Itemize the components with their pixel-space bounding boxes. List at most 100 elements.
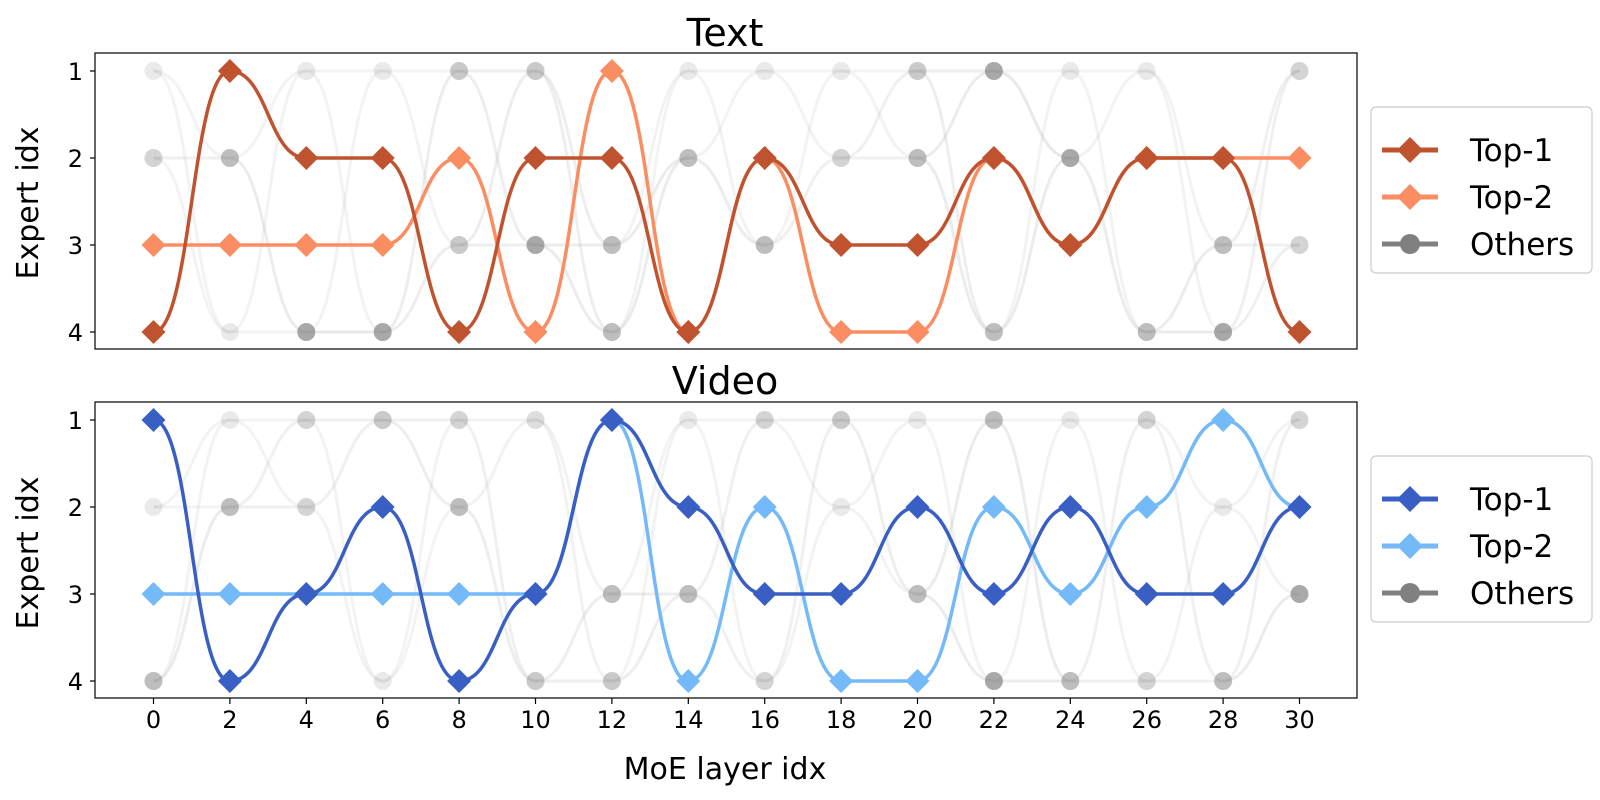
legend-marker-others xyxy=(1400,583,1420,603)
others-line xyxy=(840,418,918,509)
top1-point xyxy=(294,582,319,606)
y-tick-label: 2 xyxy=(68,145,83,173)
others-line xyxy=(917,592,995,683)
others-point xyxy=(526,672,545,690)
top2-point xyxy=(370,582,395,606)
others-point xyxy=(297,323,316,341)
others-line xyxy=(1070,69,1147,160)
top2-point xyxy=(294,233,319,257)
x-tick-label: 28 xyxy=(1208,706,1239,734)
others-point xyxy=(832,411,851,429)
others-line xyxy=(688,592,765,683)
y-tick-label: 1 xyxy=(68,407,83,435)
top2-point xyxy=(1134,495,1159,519)
x-tick-label: 6 xyxy=(375,706,390,734)
others-point xyxy=(755,236,774,254)
x-tick-label: 22 xyxy=(979,706,1010,734)
others-point xyxy=(526,62,545,80)
panel-text: Text Expert idx Top-1 Top-2 Others 1 2 3 4 xyxy=(11,11,1593,350)
y-ticks: 1 2 3 4 xyxy=(68,58,95,347)
others-line xyxy=(1222,592,1300,683)
others-line xyxy=(153,418,231,509)
others-line xyxy=(382,243,460,334)
x-axis-label: MoE layer idx xyxy=(624,752,827,787)
others-point xyxy=(450,236,469,254)
top1-point xyxy=(676,320,701,344)
top1-point xyxy=(1058,233,1083,257)
others-line xyxy=(1222,69,1300,334)
others-line xyxy=(764,69,842,247)
others-point xyxy=(220,149,239,167)
top2-point xyxy=(1211,408,1236,432)
others-line xyxy=(611,69,689,247)
others-point xyxy=(984,672,1003,690)
top2-point xyxy=(1287,146,1312,170)
y-tick-label: 1 xyxy=(68,58,83,86)
others-point xyxy=(1137,672,1156,690)
x-tick-label: 24 xyxy=(1055,706,1086,734)
x-tick-label: 0 xyxy=(146,706,161,734)
legend-marker-top2 xyxy=(1397,184,1423,210)
others-point xyxy=(144,149,163,167)
others-point xyxy=(602,323,621,341)
others-point xyxy=(450,411,469,429)
others-point xyxy=(1214,323,1233,341)
others-point xyxy=(679,149,698,167)
others-line xyxy=(688,156,765,247)
others-line xyxy=(458,418,536,683)
others-point xyxy=(1061,672,1080,690)
others-point xyxy=(602,236,621,254)
others-point xyxy=(297,62,316,80)
top1-point xyxy=(905,495,930,519)
others-line xyxy=(229,69,307,334)
others-line xyxy=(382,418,460,683)
legend-marker-top2 xyxy=(1397,533,1423,559)
top1-point xyxy=(752,146,777,170)
others-line xyxy=(688,69,765,160)
others-line xyxy=(535,418,613,683)
others-point xyxy=(220,323,239,341)
others-line xyxy=(917,69,995,160)
top2-point xyxy=(905,669,930,693)
top2-point xyxy=(599,59,624,83)
others-point xyxy=(450,62,469,80)
top1-markers xyxy=(141,59,1312,344)
others-line xyxy=(1146,243,1224,334)
top1-point xyxy=(599,146,624,170)
top1-point xyxy=(981,582,1006,606)
others-line xyxy=(229,418,307,509)
x-tick-label: 30 xyxy=(1284,706,1315,734)
others-lines xyxy=(153,69,1300,334)
x-tick-label: 12 xyxy=(597,706,628,734)
legend-marker-top1 xyxy=(1397,486,1423,512)
y-tick-label: 2 xyxy=(68,494,83,522)
others-point xyxy=(908,411,927,429)
others-point xyxy=(908,149,927,167)
others-line xyxy=(840,69,918,160)
others-point xyxy=(984,323,1003,341)
top1-point xyxy=(981,146,1006,170)
others-line xyxy=(382,418,460,509)
others-point xyxy=(984,411,1003,429)
top1-point xyxy=(1058,495,1083,519)
top1-point xyxy=(1134,146,1159,170)
others-point xyxy=(220,498,239,516)
top1-point xyxy=(599,408,624,432)
others-line xyxy=(764,69,842,160)
top2-point xyxy=(447,146,472,170)
top2-point xyxy=(217,582,242,606)
others-point xyxy=(832,62,851,80)
others-point xyxy=(144,672,163,690)
others-point xyxy=(1137,411,1156,429)
others-line xyxy=(1222,243,1300,334)
y-tick-label: 4 xyxy=(68,668,83,696)
top1-point xyxy=(370,146,395,170)
others-point xyxy=(1137,62,1156,80)
others-point xyxy=(1061,62,1080,80)
others-point xyxy=(1061,411,1080,429)
others-line xyxy=(764,418,842,509)
others-line xyxy=(458,69,536,247)
y-axis-label: Expert idx xyxy=(11,127,46,280)
top1-point xyxy=(141,408,166,432)
